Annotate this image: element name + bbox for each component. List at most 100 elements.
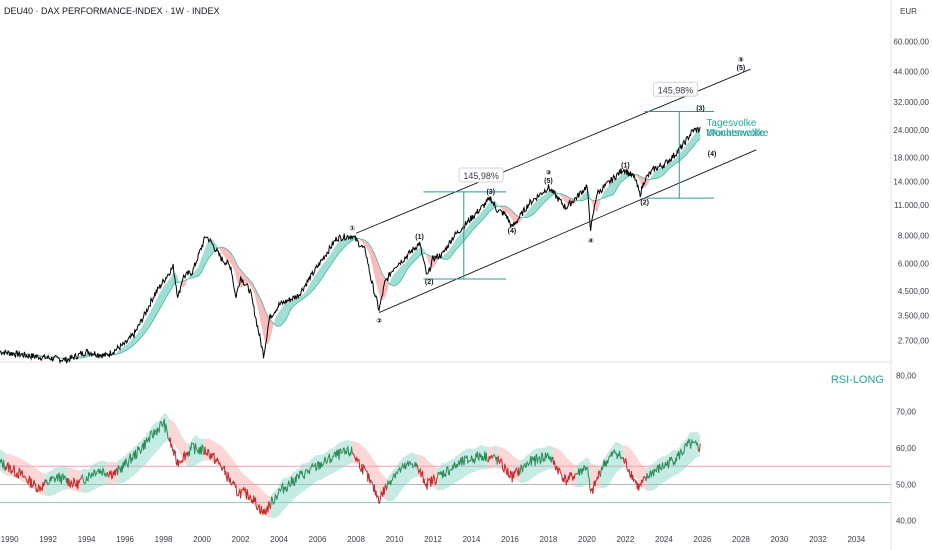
time-tick-label: 2018 bbox=[540, 535, 558, 544]
rsi-band-20 bbox=[519, 445, 553, 483]
price-line bbox=[0, 126, 701, 365]
rsi-band-0 bbox=[0, 449, 6, 475]
rsi-line-12 bbox=[386, 459, 418, 489]
cloud-band-16 bbox=[576, 190, 591, 202]
price-tick-label: 32.000,00 bbox=[893, 98, 929, 107]
wave-label: (5) bbox=[544, 178, 553, 185]
measure-label: 145,98% bbox=[463, 171, 499, 181]
rsi-line-7 bbox=[168, 437, 189, 467]
rsi-band-4 bbox=[81, 460, 107, 494]
time-tick-label: 2004 bbox=[270, 535, 288, 544]
wave-label: (3) bbox=[486, 189, 495, 196]
time-tick-label: 2014 bbox=[463, 535, 481, 544]
rsi-line-9 bbox=[203, 446, 272, 517]
price-tick-label: 44.000,00 bbox=[893, 67, 929, 76]
time-tick-label: 1990 bbox=[1, 535, 19, 544]
price-tick-label: 18.000,00 bbox=[893, 153, 929, 162]
time-tick-label: 1996 bbox=[116, 535, 134, 544]
wave-label: ④ bbox=[588, 238, 594, 245]
cloud-band-8 bbox=[273, 236, 359, 327]
time-tick-label: 2002 bbox=[232, 535, 250, 544]
rsi-line-6 bbox=[116, 417, 169, 476]
rsi-tick-label: 40,00 bbox=[896, 517, 917, 526]
cloud-band-12 bbox=[438, 200, 499, 260]
time-tick-label: 2012 bbox=[424, 535, 442, 544]
time-tick-label: 1992 bbox=[39, 535, 57, 544]
rsi-line-15 bbox=[487, 454, 495, 463]
rsi-line-2 bbox=[44, 472, 68, 486]
cloud-band-5 bbox=[179, 279, 188, 288]
cloud-band-1 bbox=[8, 352, 75, 361]
legend-entry: Wochenwolke bbox=[706, 128, 769, 139]
cloud-band-10 bbox=[389, 246, 426, 286]
price-tick-label: 60.000,00 bbox=[893, 37, 929, 46]
wave-label: (3) bbox=[696, 105, 705, 112]
rsi-line-27 bbox=[698, 443, 701, 452]
cloud-band-9 bbox=[358, 238, 390, 301]
cloud-band-19 bbox=[634, 173, 650, 188]
rsi-band-11 bbox=[352, 440, 388, 501]
rsi-line-26 bbox=[645, 438, 700, 481]
price-tick-label: 4.500,00 bbox=[898, 287, 930, 296]
price-tick-label: 6.000,00 bbox=[898, 259, 930, 268]
measure-label-box-4 bbox=[458, 167, 504, 183]
rsi-line-20 bbox=[519, 451, 554, 476]
cloud-band-18 bbox=[600, 171, 635, 201]
rsi-tick-label: 80,00 bbox=[896, 371, 917, 380]
rsi-line-13 bbox=[416, 465, 438, 490]
rsi-band-1 bbox=[5, 453, 46, 496]
rsi-band-22 bbox=[575, 457, 590, 488]
rsi-band-21 bbox=[552, 446, 576, 487]
measure-label: 145,98% bbox=[658, 85, 694, 95]
rsi-pane[interactable]: RSI-LONG 80,00 70,00 60,00 50,00 40,00 bbox=[0, 371, 917, 526]
currency-label[interactable]: EUR bbox=[900, 7, 917, 16]
wave-label: ⑤ bbox=[738, 57, 744, 64]
measure-label-box-12 bbox=[652, 81, 698, 97]
channel-lower-line bbox=[378, 149, 757, 313]
rsi-band-2 bbox=[45, 466, 68, 497]
rsi-band-12 bbox=[387, 452, 418, 502]
rsi-line-3 bbox=[66, 476, 82, 490]
wave-label: (1) bbox=[621, 162, 630, 169]
cloud-baseline bbox=[0, 138, 701, 360]
price-tick-label: 2.700,00 bbox=[898, 336, 930, 345]
rsi-tick-label: 60,00 bbox=[896, 444, 917, 453]
time-tick-label: 2028 bbox=[732, 535, 750, 544]
wave-label: (2) bbox=[640, 199, 649, 206]
cloud-band-6 bbox=[187, 239, 219, 281]
time-tick-label: 2010 bbox=[386, 535, 404, 544]
rsi-band-25 bbox=[623, 445, 647, 491]
cloud-band-14 bbox=[522, 190, 559, 219]
rsi-tick-label: 50,00 bbox=[896, 480, 917, 489]
rsi-band-6 bbox=[116, 413, 169, 484]
rsi-line-21 bbox=[552, 456, 577, 486]
time-tick-label: 1998 bbox=[155, 535, 173, 544]
legend-entry: Tagesvolke bbox=[706, 118, 756, 129]
rsi-band-14 bbox=[437, 444, 488, 491]
wave-label: ① bbox=[349, 226, 355, 233]
time-tick-label: 2034 bbox=[847, 535, 865, 544]
rsi-line-24 bbox=[599, 449, 624, 478]
time-tick-label: 2032 bbox=[809, 535, 827, 544]
time-axis[interactable]: 1990 1992 1994 1996 1998 2000 2002 2004 2006 2008… bbox=[1, 535, 866, 544]
rsi-line-10 bbox=[270, 445, 353, 505]
rsi-line-23 bbox=[589, 469, 601, 495]
price-tick-label: 24.000,00 bbox=[893, 126, 929, 135]
rsi-tick-label: 70,00 bbox=[896, 408, 917, 417]
rsi-line-19 bbox=[497, 455, 521, 483]
time-tick-label: 2024 bbox=[655, 535, 673, 544]
rsi-line-25 bbox=[622, 457, 647, 491]
cloud-band-17 bbox=[590, 198, 601, 212]
rsi-line-8 bbox=[187, 441, 204, 457]
cloud-band-13 bbox=[498, 205, 523, 224]
rsi-line-22 bbox=[575, 465, 591, 488]
symbol-title: DEU40 · DAX PERFORMANCE-INDEX · 1W · IND… bbox=[4, 6, 220, 16]
wave-label: (2) bbox=[425, 279, 434, 286]
time-tick-label: 2020 bbox=[578, 535, 596, 544]
rsi-line-5 bbox=[106, 467, 118, 480]
time-tick-label: 2030 bbox=[770, 535, 788, 544]
price-pane[interactable]: ①(1)(2)②145,98%(3)(4)③(5)④(1)(2)145,98%(… bbox=[0, 37, 930, 365]
wave-label: (1) bbox=[415, 234, 424, 241]
rsi-line-14 bbox=[436, 451, 489, 479]
